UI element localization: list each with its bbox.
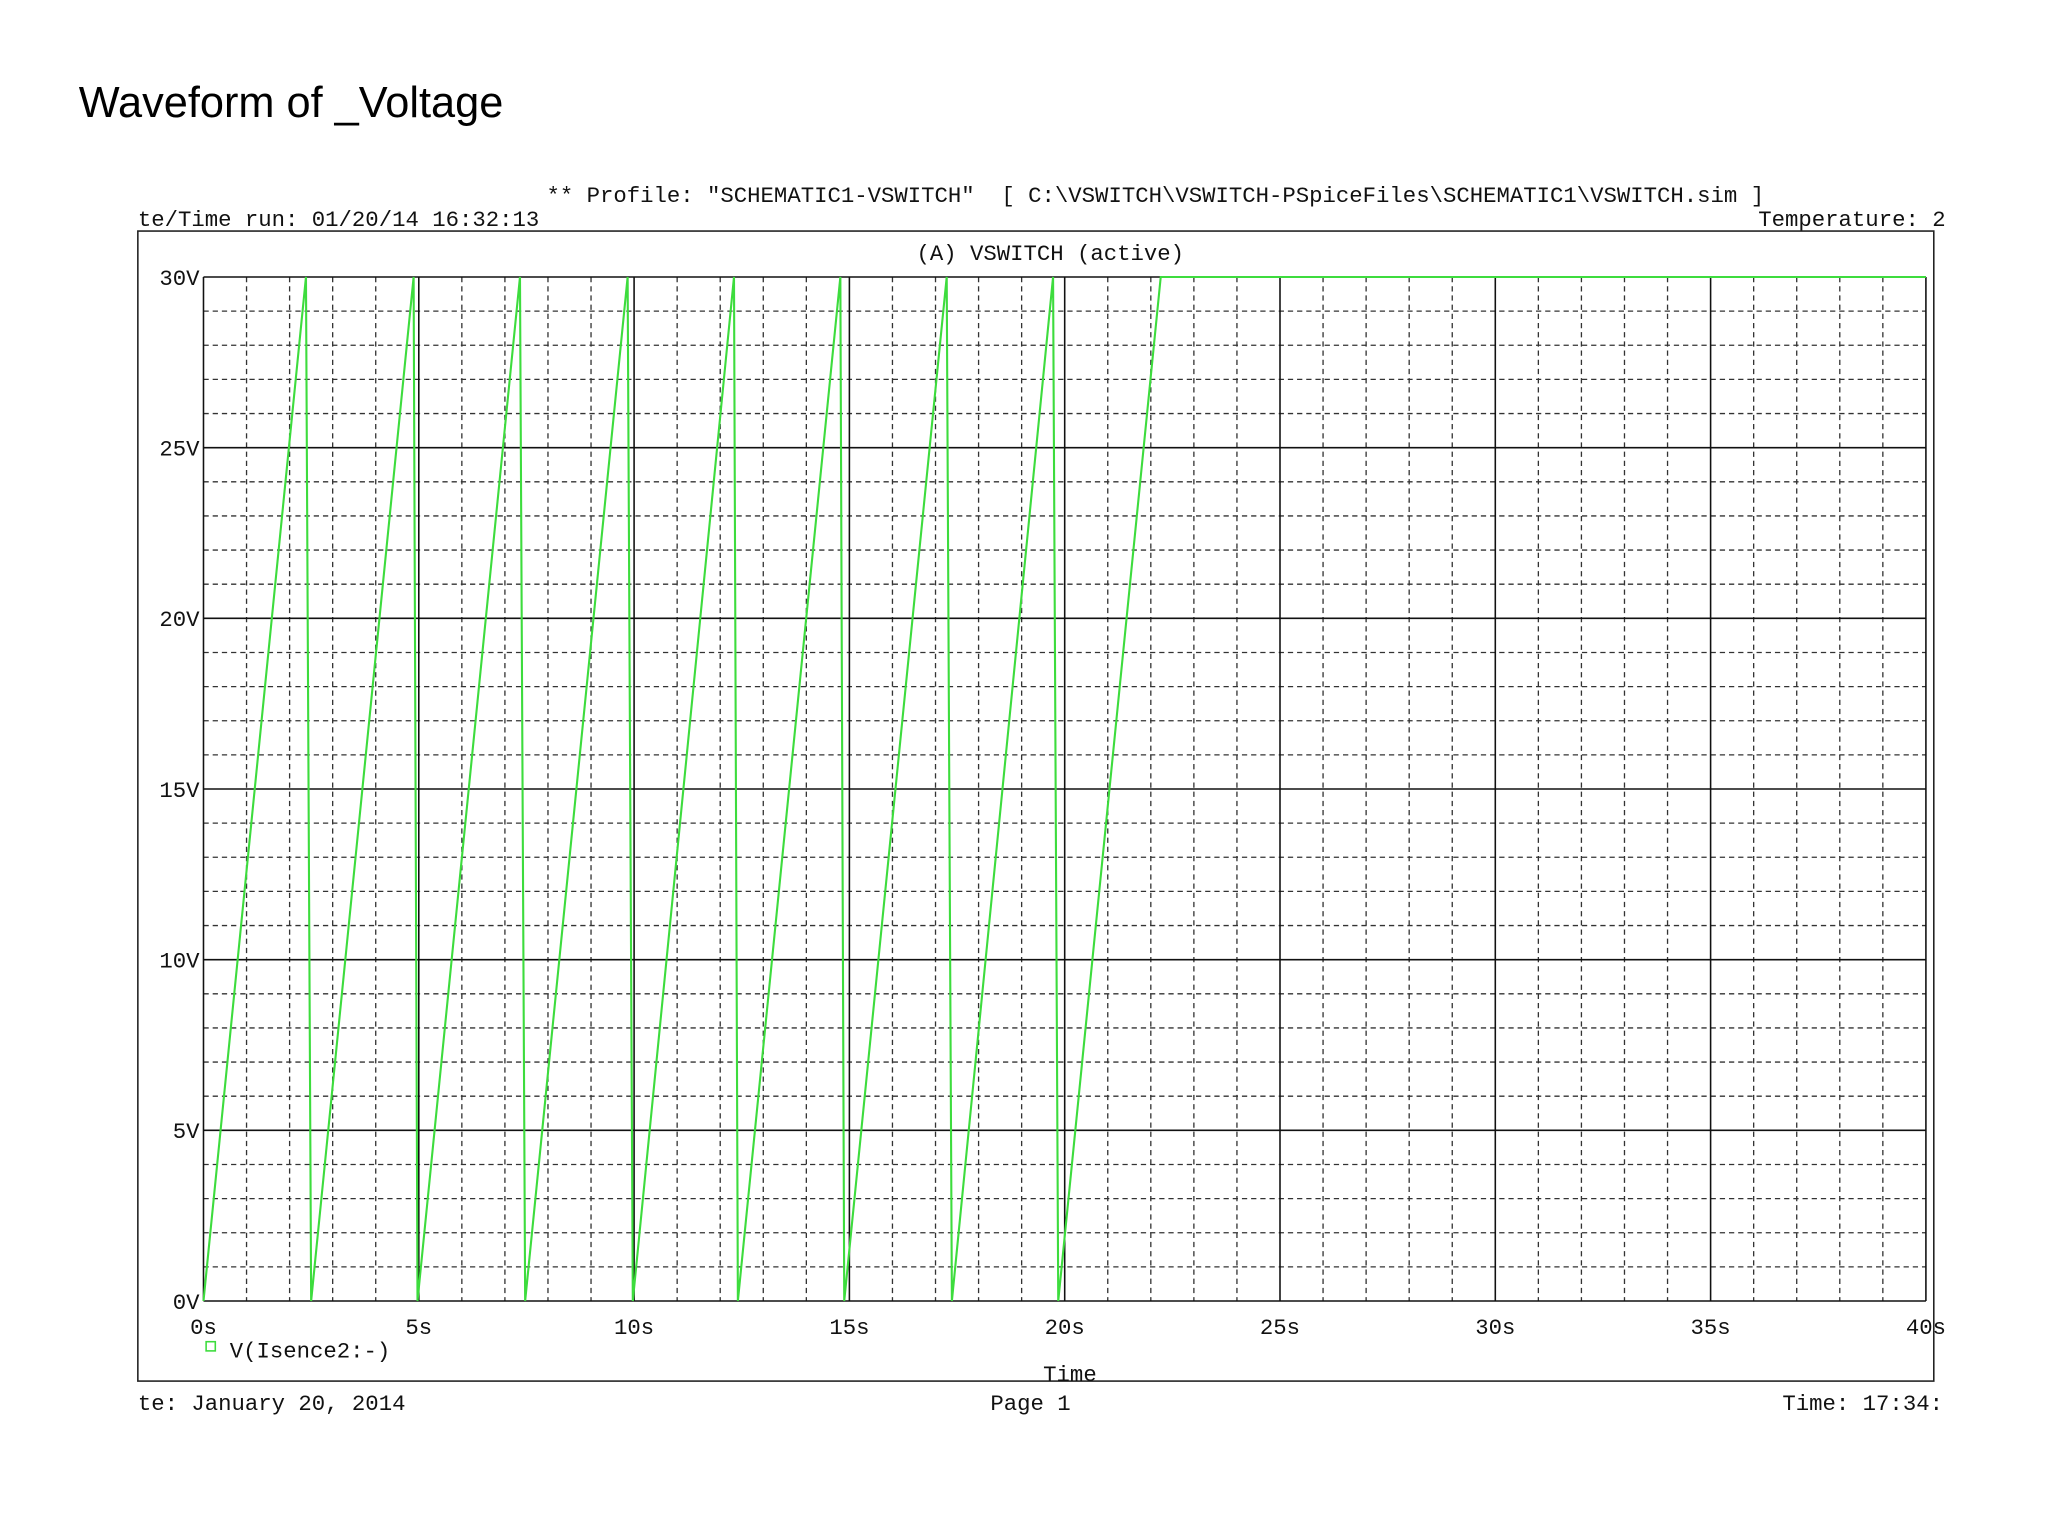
- x-tick-label: 10s: [614, 1315, 654, 1341]
- x-tick-label: 40s: [1906, 1315, 1946, 1341]
- legend-symbol: [205, 1340, 217, 1352]
- y-tick-label: 15V: [159, 778, 200, 804]
- x-tick-label: 15s: [829, 1315, 869, 1341]
- y-tick-label: 0V: [173, 1290, 200, 1316]
- x-axis-label: Time: [1043, 1362, 1097, 1388]
- x-tick-label: 25s: [1260, 1315, 1300, 1341]
- x-tick-label: 0s: [190, 1315, 217, 1341]
- profile-line: ** Profile: "SCHEMATIC1-VSWITCH" [ C:\VS…: [546, 183, 1764, 209]
- frame: [137, 230, 1935, 1382]
- x-tick-label: 20s: [1045, 1315, 1085, 1341]
- y-tick-label: 10V: [159, 949, 200, 975]
- x-tick-label: 30s: [1475, 1315, 1515, 1341]
- y-tick-label: 25V: [159, 437, 200, 463]
- footer-date: te: January 20, 2014: [138, 1391, 406, 1417]
- footer-time: Time: 17:34:: [1782, 1391, 1943, 1417]
- slide-title: Waveform of _Voltage: [79, 79, 504, 127]
- plot-title: (A) VSWITCH (active): [916, 241, 1184, 267]
- y-tick-label: 30V: [159, 266, 200, 292]
- run-line: te/Time run: 01/20/14 16:32:13: [138, 207, 539, 233]
- x-tick-label: 5s: [405, 1315, 432, 1341]
- footer-page: Page 1: [990, 1391, 1070, 1417]
- legend-label: V(Isence2:-): [230, 1338, 391, 1364]
- y-tick-label: 20V: [159, 607, 200, 633]
- y-tick-label: 5V: [173, 1119, 200, 1145]
- x-tick-label: 35s: [1691, 1315, 1731, 1341]
- series-line: [202, 275, 1926, 1302]
- temperature: Temperature: 2: [1758, 207, 1945, 233]
